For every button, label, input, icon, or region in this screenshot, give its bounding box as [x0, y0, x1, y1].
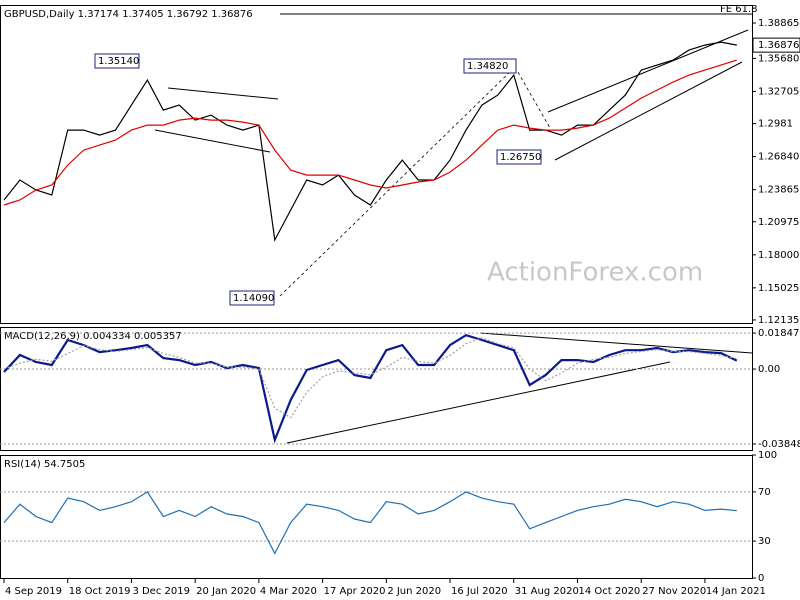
annotation-box [94, 53, 140, 69]
x-tick-label: 4 Mar 2020 [260, 586, 317, 597]
trendlines [154, 13, 753, 444]
panel-title: RSI(14) 54.7505 [4, 459, 85, 470]
y-tick-label: 100 [758, 450, 777, 461]
x-tick-label: 16 Jul 2020 [451, 586, 508, 597]
y-tick-label: 30 [758, 536, 771, 547]
x-tick-label: 14 Oct 2020 [578, 586, 640, 597]
y-tick-label: 1.38865 [758, 18, 799, 29]
annotation: 1.26750 [500, 152, 541, 163]
annotation: 1.35140 [98, 56, 139, 67]
y-tick-label: 1.32705 [758, 86, 799, 97]
y-tick-label: 1.35680 [758, 53, 799, 64]
x-tick-label: 3 Dec 2019 [132, 586, 190, 597]
watermark: ActionForex.com [487, 258, 703, 288]
x-tick-label: 17 Apr 2020 [324, 586, 386, 597]
series-line [3, 491, 737, 555]
y-tick-label: 1.12135 [758, 315, 799, 326]
x-tick-label: 31 Aug 2020 [515, 586, 579, 597]
annotation: 1.14090 [233, 293, 274, 304]
annotation-box [463, 58, 517, 74]
y-tick-label: 0.00 [758, 364, 780, 375]
annotation-box [496, 149, 542, 165]
panel-title: GBPUSD,Daily 1.37174 1.37405 1.36792 1.3… [4, 9, 253, 20]
x-tick-label: 14 Jan 2021 [706, 586, 766, 597]
y-tick-label: 0 [758, 573, 764, 584]
macd-trend [479, 332, 753, 354]
x-tick-label: 18 Oct 2019 [69, 586, 131, 597]
rsi-panel [0, 455, 753, 579]
y-tick-label: 70 [758, 487, 771, 498]
y-tick-label: 1.26840 [758, 152, 799, 163]
annotation: FE 61.8 [720, 4, 758, 15]
y-tick-label: 1.20975 [758, 217, 799, 228]
y-tick-label: 1.15025 [758, 283, 799, 294]
macd-panel [0, 327, 753, 451]
x-tick-label: 20 Jan 2020 [196, 586, 256, 597]
y-tick-label: 1.23865 [758, 185, 799, 196]
annotation: 1.34820 [467, 61, 508, 72]
triangle-top [167, 87, 279, 100]
price-panel [0, 5, 753, 324]
panel-title: MACD(12,26,9) 0.004334 0.005357 [4, 331, 182, 342]
series-line [3, 59, 737, 206]
series-line [3, 334, 738, 444]
annotation-box [229, 290, 275, 306]
x-tick-label: 2 Jun 2020 [387, 586, 441, 597]
triangle-bottom [154, 129, 271, 153]
price-marker: 1.36876 [758, 40, 799, 51]
x-tick-label: 27 Nov 2020 [642, 586, 706, 597]
y-tick-label: 1.18000 [758, 250, 799, 261]
fib-line [279, 66, 516, 297]
y-tick-label: 1.2981 [758, 119, 793, 130]
x-tick-label: 4 Sep 2019 [5, 586, 62, 597]
channel-bottom [554, 61, 743, 161]
macd-trend [286, 361, 671, 444]
y-tick-label: 0.018471 [758, 328, 800, 339]
y-tick-label: -0.038486 [758, 439, 800, 450]
price-marker-box [752, 37, 800, 53]
series-line [3, 41, 737, 242]
